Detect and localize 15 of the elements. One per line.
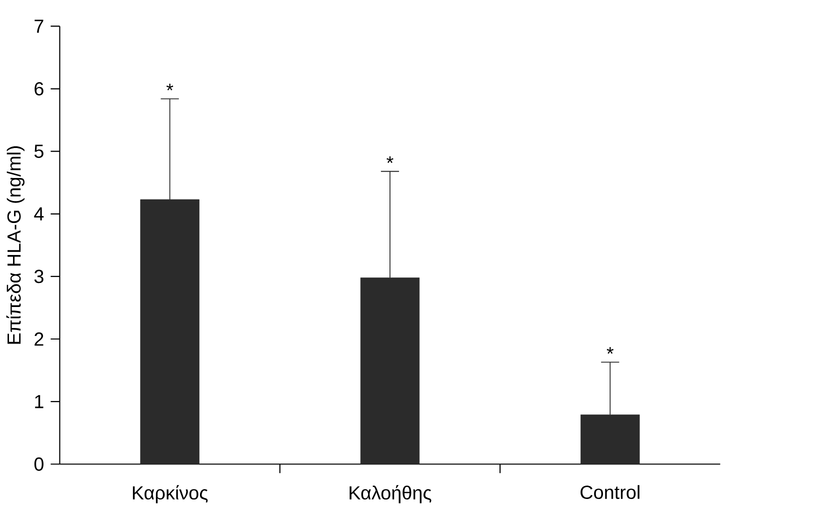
annotation: * — [606, 347, 614, 354]
y-tick-label: 7 — [34, 20, 44, 33]
y-tick-label: 1 — [35, 395, 44, 408]
x-tick-label: Control — [580, 485, 640, 500]
y-tick-label: 5 — [34, 144, 44, 158]
annotation: * — [166, 84, 174, 91]
y-tick-label: 6 — [34, 82, 44, 96]
y-axis-title: Επίπεδα HLA-G (ng/ml) — [6, 146, 24, 344]
x-tick-label: Καρκίνος — [132, 485, 208, 504]
y-tick-label: 3 — [34, 270, 44, 284]
y-tick-label: 4 — [34, 208, 44, 221]
annotation: * — [386, 156, 394, 164]
x-tick-label: Καλοήθης — [350, 485, 432, 504]
y-tick-label: 0 — [34, 458, 44, 472]
y-tick-label: 2 — [34, 332, 44, 346]
